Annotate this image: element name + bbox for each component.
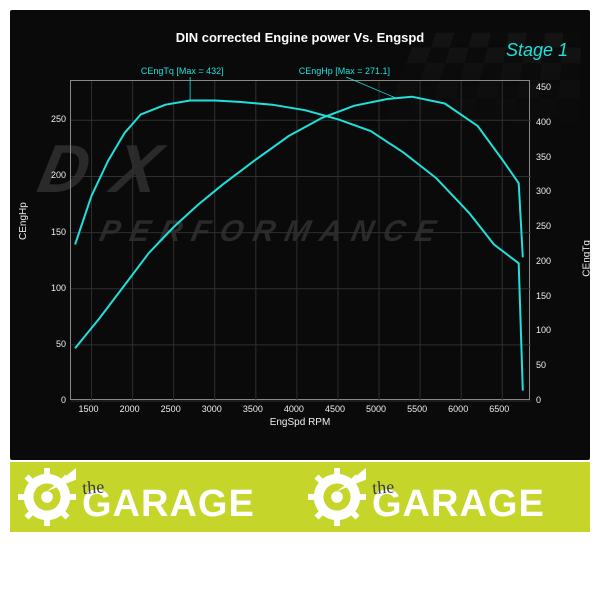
logo-text: the GARAGE bbox=[82, 475, 255, 520]
y-right-tick-label: 50 bbox=[536, 360, 546, 370]
y-right-tick-label: 350 bbox=[536, 152, 551, 162]
y-right-tick-label: 250 bbox=[536, 221, 551, 231]
y-left-tick-label: 150 bbox=[42, 227, 66, 237]
chart-title: DIN corrected Engine power Vs. Engspd bbox=[10, 30, 590, 45]
plot-svg bbox=[71, 81, 531, 401]
logo-block-1: the GARAGE bbox=[10, 462, 300, 532]
y-right-tick-label: 450 bbox=[536, 82, 551, 92]
y-right-tick-label: 400 bbox=[536, 117, 551, 127]
x-tick-label: 6500 bbox=[489, 404, 509, 414]
logo-text: the GARAGE bbox=[372, 475, 545, 520]
chart-container: D X PERFORMANCE DIN corrected Engine pow… bbox=[10, 10, 590, 460]
y-left-tick-label: 100 bbox=[42, 283, 66, 293]
stage-label: Stage 1 bbox=[506, 40, 568, 61]
y-axis-right-label: CEngTq bbox=[582, 240, 593, 277]
x-tick-label: 6000 bbox=[448, 404, 468, 414]
x-axis-label: EngSpd RPM bbox=[10, 417, 590, 428]
logo-block-2: the GARAGE bbox=[300, 462, 590, 532]
power-series-label: CEngHp [Max = 271.1] bbox=[299, 66, 390, 76]
gear-icon bbox=[18, 468, 76, 526]
x-tick-label: 3000 bbox=[202, 404, 222, 414]
y-right-tick-label: 100 bbox=[536, 325, 551, 335]
footer-logo-bar: the GARAGE the GARAGE bbox=[10, 462, 590, 532]
x-tick-label: 3500 bbox=[243, 404, 263, 414]
x-tick-label: 4000 bbox=[284, 404, 304, 414]
y-right-tick-label: 300 bbox=[536, 186, 551, 196]
plot-area bbox=[70, 80, 530, 400]
y-right-tick-label: 200 bbox=[536, 256, 551, 266]
y-left-tick-label: 250 bbox=[42, 114, 66, 124]
y-left-tick-label: 50 bbox=[42, 339, 66, 349]
y-right-tick-label: 150 bbox=[536, 291, 551, 301]
y-left-tick-label: 200 bbox=[42, 170, 66, 180]
y-right-tick-label: 0 bbox=[536, 395, 541, 405]
x-tick-label: 1500 bbox=[79, 404, 99, 414]
x-tick-label: 5500 bbox=[407, 404, 427, 414]
x-tick-label: 2000 bbox=[120, 404, 140, 414]
gear-icon bbox=[308, 468, 366, 526]
page-root: D X PERFORMANCE DIN corrected Engine pow… bbox=[0, 0, 600, 600]
x-tick-label: 5000 bbox=[366, 404, 386, 414]
y-axis-left-label: CEngHp bbox=[18, 202, 29, 240]
torque-series-label: CEngTq [Max = 432] bbox=[141, 66, 224, 76]
x-tick-label: 4500 bbox=[325, 404, 345, 414]
y-left-tick-label: 0 bbox=[42, 395, 66, 405]
x-tick-label: 2500 bbox=[161, 404, 181, 414]
